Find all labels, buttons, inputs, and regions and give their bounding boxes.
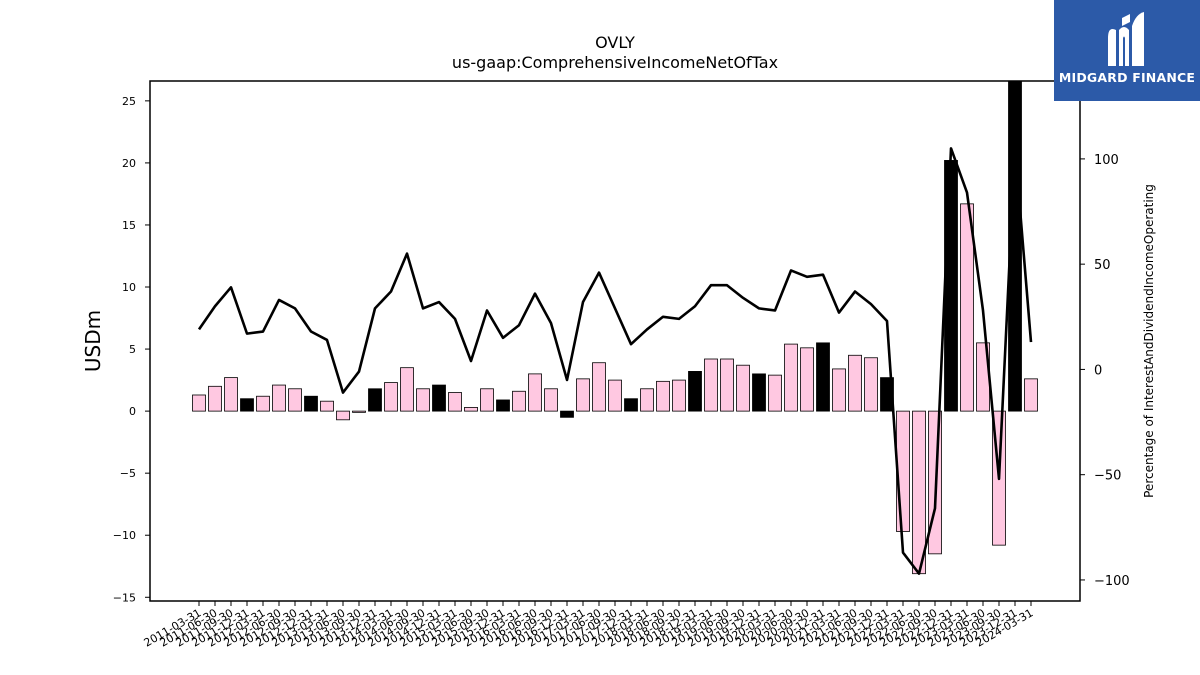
bar-2020-12-31 [816, 342, 830, 412]
bar-2012-12-31 [304, 395, 318, 412]
bar-2012-03-31 [256, 395, 270, 412]
y2-tick-label: −100 [1094, 574, 1130, 589]
bar-2013-12-31 [368, 388, 382, 412]
bar-2024-03-31 [1024, 378, 1038, 412]
y2-tick-label: 50 [1094, 258, 1111, 273]
bar-2014-03-31 [384, 382, 398, 412]
bar-2011-09-30 [224, 377, 238, 412]
series-line [197, 147, 1033, 575]
bar-2021-03-31 [832, 368, 846, 412]
y2-tick-label: 100 [1094, 153, 1119, 168]
chart-subtitle: us-gaap:ComprehensiveIncomeNetOfTax [452, 53, 778, 72]
bar-2020-03-31 [768, 374, 782, 412]
bars-layer [192, 80, 1038, 575]
plot-frame [149, 80, 1081, 602]
bar-2022-06-30 [912, 410, 926, 575]
bar-2019-06-30 [720, 358, 734, 412]
bar-2012-06-30 [272, 384, 286, 412]
bar-2015-06-30 [464, 406, 478, 412]
line-layer [197, 147, 1033, 575]
bar-2017-09-30 [608, 379, 622, 412]
bar-2015-09-30 [480, 388, 494, 412]
y-tick-label: −5 [120, 467, 136, 480]
midgard-logo-icon [1108, 12, 1144, 66]
y-axis-label: USDm [81, 310, 105, 372]
bar-2018-03-31 [640, 388, 654, 412]
bar-2019-09-30 [736, 364, 750, 412]
bar-2016-03-31 [512, 390, 526, 412]
bar-2017-06-30 [592, 362, 606, 412]
bar-2018-06-30 [656, 380, 670, 412]
bar-2014-09-30 [416, 388, 430, 412]
bar-2021-06-30 [848, 354, 862, 412]
y-tick-label: 10 [122, 281, 136, 294]
bar-2019-03-31 [704, 358, 718, 412]
x-ticks-layer: 2011-03-312011-06-302011-09-302011-12-31… [142, 601, 1036, 650]
y2-ticks-layer: −100 −50 0 50 100 [1080, 153, 1130, 589]
y-tick-label: 0 [129, 405, 136, 418]
bar-2014-06-30 [400, 367, 414, 412]
bar-2012-09-30 [288, 388, 302, 412]
chart-title: OVLY [595, 33, 635, 52]
bar-2013-03-31 [320, 400, 334, 412]
y2-tick-label: −50 [1094, 469, 1121, 484]
y-tick-label: 25 [122, 95, 136, 108]
y-tick-label: −15 [113, 591, 136, 604]
bar-2016-09-30 [544, 388, 558, 412]
bar-2023-03-31 [960, 203, 974, 412]
bar-2019-12-31 [752, 373, 766, 412]
y2-tick-label: 0 [1094, 363, 1102, 378]
bar-2021-09-30 [864, 357, 878, 412]
bar-2013-09-30 [352, 410, 366, 413]
bar-2011-06-30 [208, 385, 222, 412]
bar-2016-06-30 [528, 373, 542, 412]
bar-2022-12-31 [944, 160, 958, 412]
bar-2020-06-30 [784, 343, 798, 412]
y-tick-label: 5 [129, 343, 136, 356]
logo: MIDGARD FINANCE [1054, 0, 1200, 101]
bar-2011-03-31 [192, 394, 206, 412]
y2-axis-label: Percentage of InterestAndDividendIncomeO… [1142, 184, 1156, 498]
logo-text: MIDGARD FINANCE [1058, 70, 1196, 85]
bar-2011-12-31 [240, 398, 254, 412]
y-ticks-layer: −15 −10 −5 0 5 10 15 20 25 [113, 95, 150, 604]
bar-2018-09-30 [672, 379, 686, 412]
bar-2015-12-31 [496, 399, 510, 412]
bar-2016-12-31 [560, 410, 574, 418]
bar-2020-09-30 [800, 347, 814, 412]
bar-2017-12-31 [624, 398, 638, 412]
bar-2013-06-30 [336, 410, 350, 421]
bar-2014-12-31 [432, 384, 446, 412]
bar-2015-03-31 [448, 392, 462, 412]
y-tick-label: −10 [113, 529, 136, 542]
y-tick-label: 15 [122, 219, 136, 232]
bar-2017-03-31 [576, 378, 590, 412]
bar-2018-12-31 [688, 371, 702, 412]
y-tick-label: 20 [122, 157, 136, 170]
